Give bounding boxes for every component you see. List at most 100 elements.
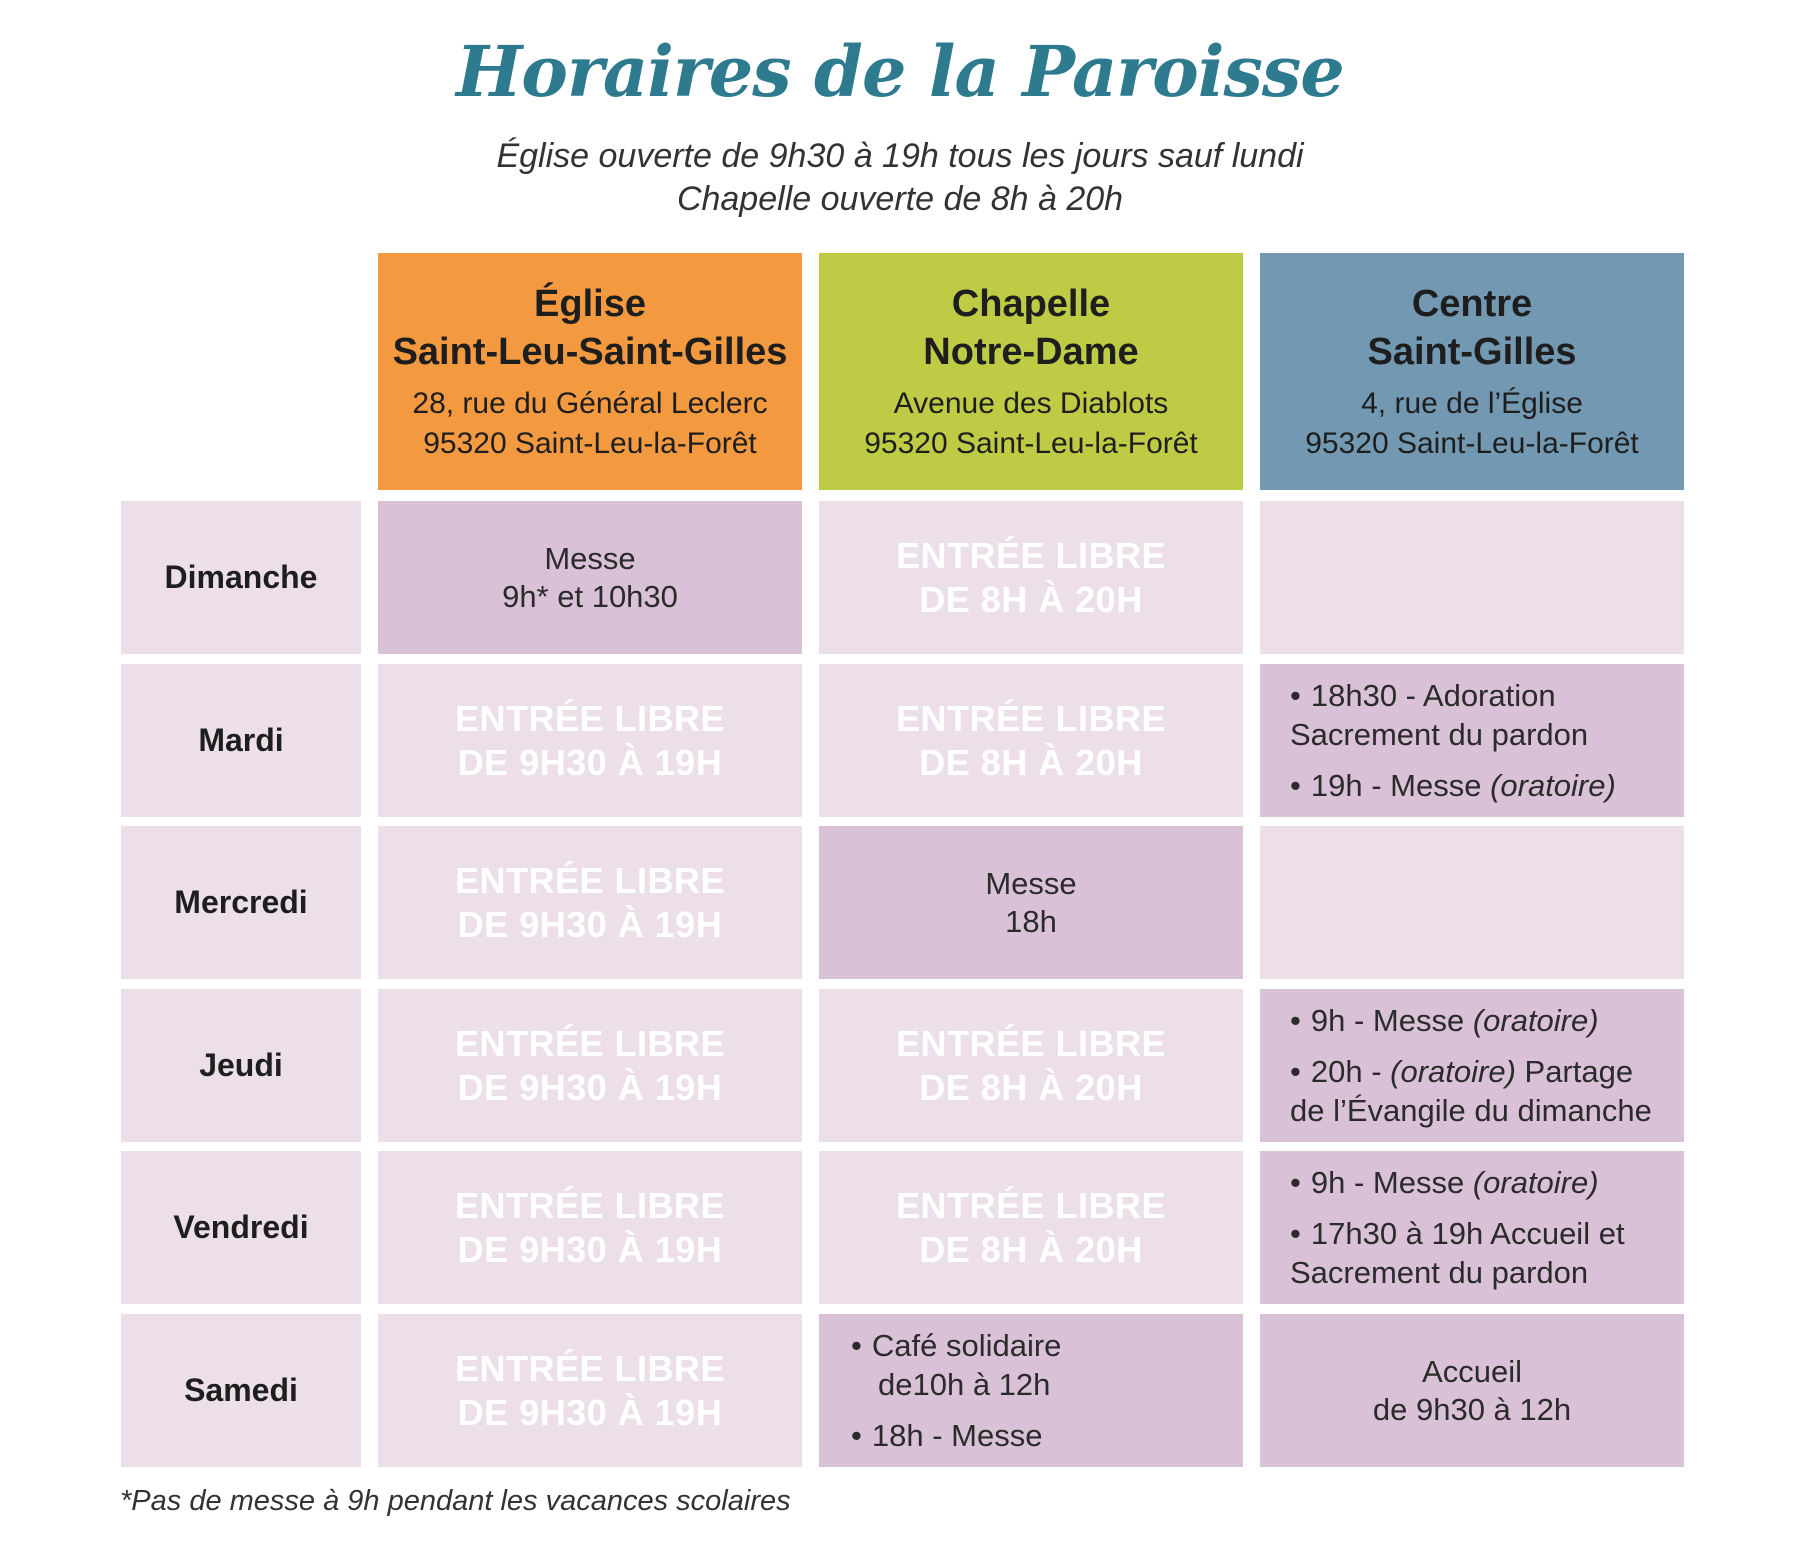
list-item: • 20h - (oratoire) Partage de l’Évangile … (1290, 1052, 1652, 1130)
day-label-dimanche: Dimanche (121, 501, 361, 654)
libre-line1: Entrée libre (895, 534, 1167, 576)
accueil-times: de 9h30 à 12h (1372, 1391, 1572, 1427)
cell-mercredi-chapelle: Messe 18h (819, 826, 1243, 979)
item-text: 9h - Messe (1310, 1003, 1473, 1038)
libre-line2: de 9h30 à 19h (457, 1228, 723, 1270)
item-text: 18h30 - Adoration (1310, 678, 1556, 713)
accueil-label: Accueil (1422, 1353, 1522, 1389)
messe-times: 18h (1005, 903, 1057, 939)
header-centre: Centre Saint-Gilles 4, rue de l’Église 9… (1260, 253, 1684, 490)
header-chapelle-name2: Notre-Dame (923, 330, 1139, 373)
cell-mercredi-eglise: Entrée libre de 9h30 à 19h (378, 826, 802, 979)
list-item: • 18h - Messe (851, 1416, 1042, 1455)
item-text-italic: (oratoire) (1490, 768, 1616, 803)
cell-samedi-centre: Accueil de 9h30 à 12h (1260, 1314, 1684, 1467)
item-text: 9h - Messe (1310, 1165, 1473, 1200)
header-eglise-name2: Saint-Leu-Saint-Gilles (392, 330, 788, 373)
header-centre-name2: Saint-Gilles (1367, 330, 1577, 373)
list-item: • Café solidaire de10h à 12h (851, 1326, 1061, 1404)
subtitle-chapelle-hours: Chapelle ouverte de 8h à 20h (676, 180, 1124, 218)
header-centre-address1: 4, rue de l’Église (1361, 386, 1583, 420)
libre-line1: Entrée libre (454, 1022, 726, 1064)
cell-jeudi-centre: • 9h - Messe (oratoire) • 20h - (oratoire)… (1260, 989, 1684, 1142)
header-eglise-address1: 28, rue du Général Leclerc (412, 386, 768, 420)
item-text: Café solidaire (871, 1328, 1062, 1363)
header-centre-name1: Centre (1411, 282, 1533, 325)
day-label-samedi: Samedi (121, 1314, 361, 1467)
cell-vendredi-centre: • 9h - Messe (oratoire) • 17h30 à 19h Accu… (1260, 1151, 1684, 1304)
item-text-italic: (oratoire) (1390, 1054, 1516, 1089)
header-centre-address2: 95320 Saint-Leu-la-Forêt (1305, 426, 1639, 460)
list-item: • 17h30 à 19h Accueil et Sacrement du par… (1290, 1214, 1625, 1292)
list-item: • 9h - Messe (oratoire) (1290, 1163, 1599, 1202)
libre-line1: Entrée libre (895, 1022, 1167, 1064)
libre-line1: Entrée libre (895, 697, 1167, 739)
list-item: • 9h - Messe (oratoire) (1290, 1001, 1599, 1040)
day-label-jeudi: Jeudi (121, 989, 361, 1142)
libre-line2: de 9h30 à 19h (457, 903, 723, 945)
cell-mardi-centre: • 18h30 - Adoration Sacrement du pardon •… (1260, 664, 1684, 817)
libre-line2: de 8h à 20h (919, 1066, 1143, 1108)
libre-line1: Entrée libre (454, 1347, 726, 1389)
bullet: • (1290, 768, 1301, 803)
cell-mardi-chapelle: Entrée libre de 8h à 20h (819, 664, 1243, 817)
item-text-line2: de l’Évangile du dimanche (1290, 1093, 1652, 1128)
libre-line2: de 9h30 à 19h (457, 1391, 723, 1433)
cell-samedi-chapelle: • Café solidaire de10h à 12h • 18h - Messe (819, 1314, 1243, 1467)
cell-mercredi-centre-empty (1260, 826, 1684, 979)
header-chapelle-address1: Avenue des Diablots (893, 386, 1169, 420)
header-eglise-name1: Église (534, 282, 646, 325)
footnote: *Pas de messe à 9h pendant les vacances … (120, 1485, 791, 1517)
libre-line1: Entrée libre (895, 1184, 1167, 1226)
item-text: 17h30 à 19h Accueil et (1310, 1216, 1625, 1251)
day-label-mercredi: Mercredi (121, 826, 361, 979)
libre-line2: de 8h à 20h (919, 578, 1143, 620)
item-text-italic: (oratoire) (1472, 1003, 1599, 1038)
libre-line2: de 8h à 20h (919, 741, 1143, 783)
cell-jeudi-chapelle: Entrée libre de 8h à 20h (819, 989, 1243, 1142)
cell-mardi-eglise: Entrée libre de 9h30 à 19h (378, 664, 802, 817)
item-text: 18h - Messe (871, 1418, 1043, 1453)
item-text: 19h - Messe (1310, 768, 1491, 803)
item-text-line2: de10h à 12h (878, 1367, 1051, 1402)
header-chapelle-address2: 95320 Saint-Leu-la-Forêt (864, 426, 1198, 460)
item-text-line2: Sacrement du pardon (1290, 717, 1589, 752)
item-text-italic: (oratoire) (1472, 1165, 1599, 1200)
day-label-vendredi: Vendredi (121, 1151, 361, 1304)
messe-label: Messe (985, 865, 1077, 901)
page-title: Horaires de la Paroisse (456, 30, 1345, 113)
cell-dimanche-chapelle: Entrée libre de 8h à 20h (819, 501, 1243, 654)
bullet: • (1290, 1003, 1301, 1038)
subtitle-eglise-hours: Église ouverte de 9h30 à 19h tous les jo… (496, 137, 1304, 175)
bullet: • (851, 1418, 862, 1453)
item-text-line2: Sacrement du pardon (1290, 1255, 1589, 1290)
messe-times: 9h* et 10h30 (502, 578, 678, 614)
libre-line2: de 9h30 à 19h (457, 1066, 723, 1108)
messe-label: Messe (544, 540, 636, 576)
list-item: • 18h30 - Adoration Sacrement du pardon (1290, 676, 1588, 754)
libre-line1: Entrée libre (454, 859, 726, 901)
header-eglise-address2: 95320 Saint-Leu-la-Forêt (423, 426, 757, 460)
cell-jeudi-eglise: Entrée libre de 9h30 à 19h (378, 989, 802, 1142)
cell-dimanche-eglise: Messe 9h* et 10h30 (378, 501, 802, 654)
header-chapelle: Chapelle Notre-Dame Avenue des Diablots … (819, 253, 1243, 490)
item-text-end: Partage (1515, 1054, 1634, 1089)
day-label-mardi: Mardi (121, 664, 361, 817)
libre-line2: de 8h à 20h (919, 1228, 1143, 1270)
cell-samedi-eglise: Entrée libre de 9h30 à 19h (378, 1314, 802, 1467)
header-chapelle-name1: Chapelle (951, 282, 1111, 325)
cell-vendredi-eglise: Entrée libre de 9h30 à 19h (378, 1151, 802, 1304)
bullet: • (851, 1328, 862, 1363)
list-item: • 19h - Messe (oratoire) (1290, 766, 1616, 805)
bullet: • (1290, 1165, 1301, 1200)
cell-vendredi-chapelle: Entrée libre de 8h à 20h (819, 1151, 1243, 1304)
libre-line1: Entrée libre (454, 1184, 726, 1226)
item-text: 20h - (1310, 1054, 1391, 1089)
header-eglise: Église Saint-Leu-Saint-Gilles 28, rue du… (378, 253, 802, 490)
libre-line1: Entrée libre (454, 697, 726, 739)
libre-line2: de 9h30 à 19h (457, 741, 723, 783)
bullet: • (1290, 678, 1301, 713)
bullet: • (1290, 1216, 1301, 1251)
cell-dimanche-centre-empty (1260, 501, 1684, 654)
bullet: • (1290, 1054, 1301, 1089)
